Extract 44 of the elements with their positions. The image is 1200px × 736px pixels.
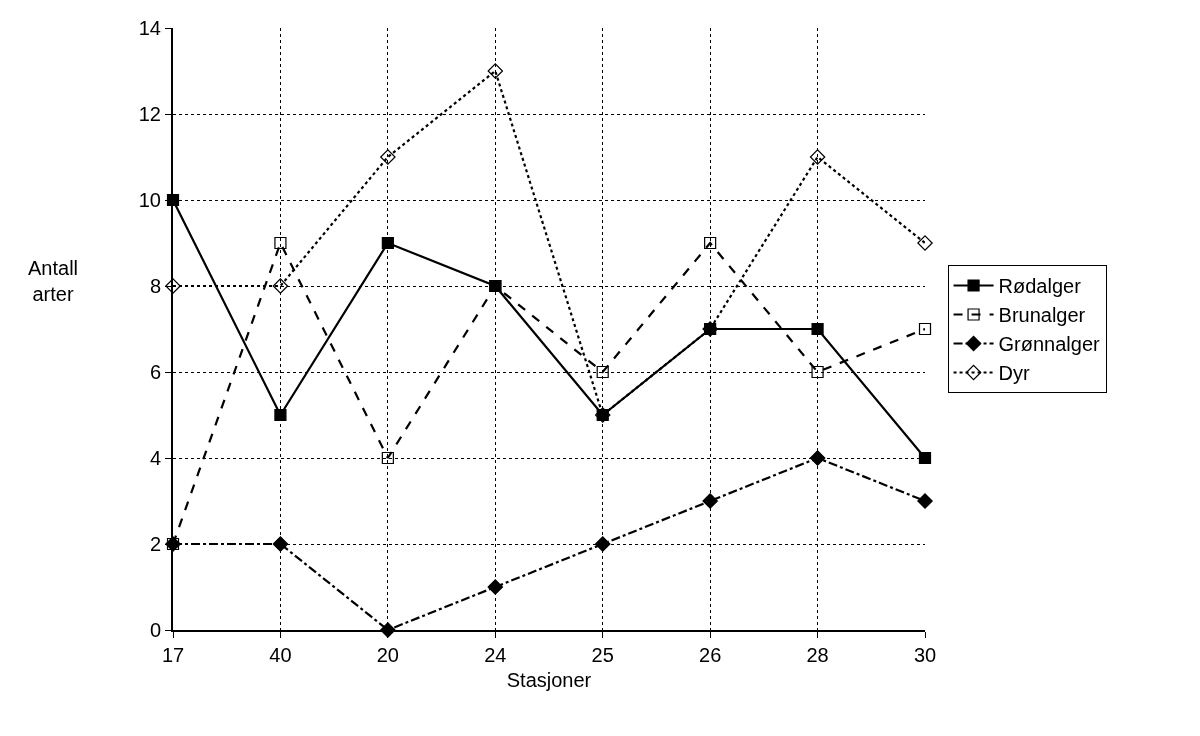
point xyxy=(274,236,287,250)
y-tick-label: 10 xyxy=(138,189,161,211)
point xyxy=(918,451,932,465)
x-tick-label: 20 xyxy=(376,644,399,666)
point xyxy=(918,322,932,336)
point xyxy=(704,236,717,250)
x-tick-label: 25 xyxy=(591,644,614,666)
x-tick-label: 24 xyxy=(484,644,507,666)
y-axis-title: Antall arter xyxy=(28,257,79,305)
y-tick-label: 8 xyxy=(149,275,161,297)
point xyxy=(594,536,611,552)
point xyxy=(596,365,609,379)
x-tick-label: 30 xyxy=(913,644,937,666)
x-tick-label: 17 xyxy=(161,644,185,666)
y-tick-label: 12 xyxy=(138,103,161,125)
point xyxy=(381,236,394,250)
point xyxy=(702,493,718,509)
x-axis-title: Stasjoner xyxy=(506,669,592,691)
y-tick-label: 2 xyxy=(149,533,161,555)
point xyxy=(487,579,504,595)
y-tick-label: 6 xyxy=(149,361,161,383)
point xyxy=(809,450,826,466)
legend-label: Rødalger xyxy=(998,275,1082,298)
point xyxy=(272,536,289,552)
x-tick-label: 40 xyxy=(269,644,292,666)
point xyxy=(811,365,824,379)
point xyxy=(381,451,394,465)
legend-label: Brunalger xyxy=(998,304,1086,327)
point xyxy=(917,493,933,509)
y-tick-label: 0 xyxy=(149,619,161,641)
legend-label: Dyr xyxy=(998,362,1030,385)
point xyxy=(274,408,287,422)
point xyxy=(380,149,396,165)
x-tick-label: 28 xyxy=(806,644,829,666)
point xyxy=(272,278,289,294)
point xyxy=(809,149,826,165)
y-tick-label: 14 xyxy=(138,17,161,39)
legend-label: Grønnalger xyxy=(998,333,1101,356)
x-tick-label: 26 xyxy=(699,644,722,666)
point xyxy=(811,322,824,336)
point xyxy=(917,235,933,251)
y-tick-label: 4 xyxy=(149,447,161,469)
point xyxy=(487,63,504,79)
point xyxy=(165,278,181,294)
